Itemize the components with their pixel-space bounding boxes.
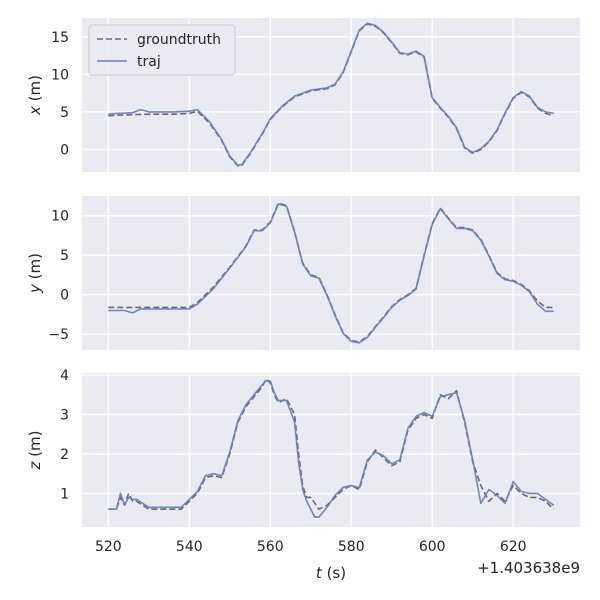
x-offset-text: +1.403638e9 [477, 559, 580, 577]
ylabel-variable: z [26, 460, 44, 470]
panel-3-series-traj [108, 380, 555, 518]
ylabel-unit: (m) [26, 253, 44, 284]
ylabel-variable: x [26, 106, 44, 116]
panel-2-ytick-label: −5 [48, 327, 69, 343]
xtick-label: 600 [419, 539, 446, 555]
xlabel-variable: t [316, 564, 323, 582]
xtick-label: 580 [338, 539, 365, 555]
panel-1-ytick-label: 10 [51, 67, 69, 83]
panel-3-ytick-label: 2 [60, 447, 69, 463]
panel-2-ytick-label: 0 [60, 288, 69, 304]
ylabel-variable: y [26, 283, 44, 294]
panel-3-ytick-label: 3 [60, 407, 69, 423]
ylabel-unit: (m) [26, 75, 44, 106]
panel-1-ytick-label: 5 [60, 105, 69, 121]
panel-2-background [82, 196, 580, 350]
panel-2-ytick-label: 5 [60, 248, 69, 264]
panel-2-ylabel: y (m) [26, 253, 44, 294]
xtick-label: 620 [500, 539, 527, 555]
panel-1-ytick-label: 0 [60, 142, 69, 158]
panel-3-ylabel: z (m) [26, 431, 44, 471]
xtick-label: 520 [95, 539, 122, 555]
panel-3-ytick-label: 1 [60, 486, 69, 502]
xtick-label: 540 [176, 539, 203, 555]
panel-2-ytick-label: 10 [51, 209, 69, 225]
ylabel-unit: (m) [26, 431, 44, 462]
legend-label-groundtruth: groundtruth [137, 32, 221, 48]
panel-1-series-traj [108, 22, 554, 166]
panel-2-series-traj [108, 203, 554, 344]
panel-1-ylabel: x (m) [26, 75, 44, 116]
xtick-label: 560 [257, 539, 284, 555]
panel-1-ytick-label: 15 [51, 30, 69, 46]
legend-box [88, 24, 236, 76]
panel-3-ytick-label: 4 [60, 368, 69, 384]
xlabel: t (s) [316, 564, 346, 582]
legend-label-traj: traj [137, 54, 161, 70]
xlabel-unit: (s) [322, 564, 346, 582]
